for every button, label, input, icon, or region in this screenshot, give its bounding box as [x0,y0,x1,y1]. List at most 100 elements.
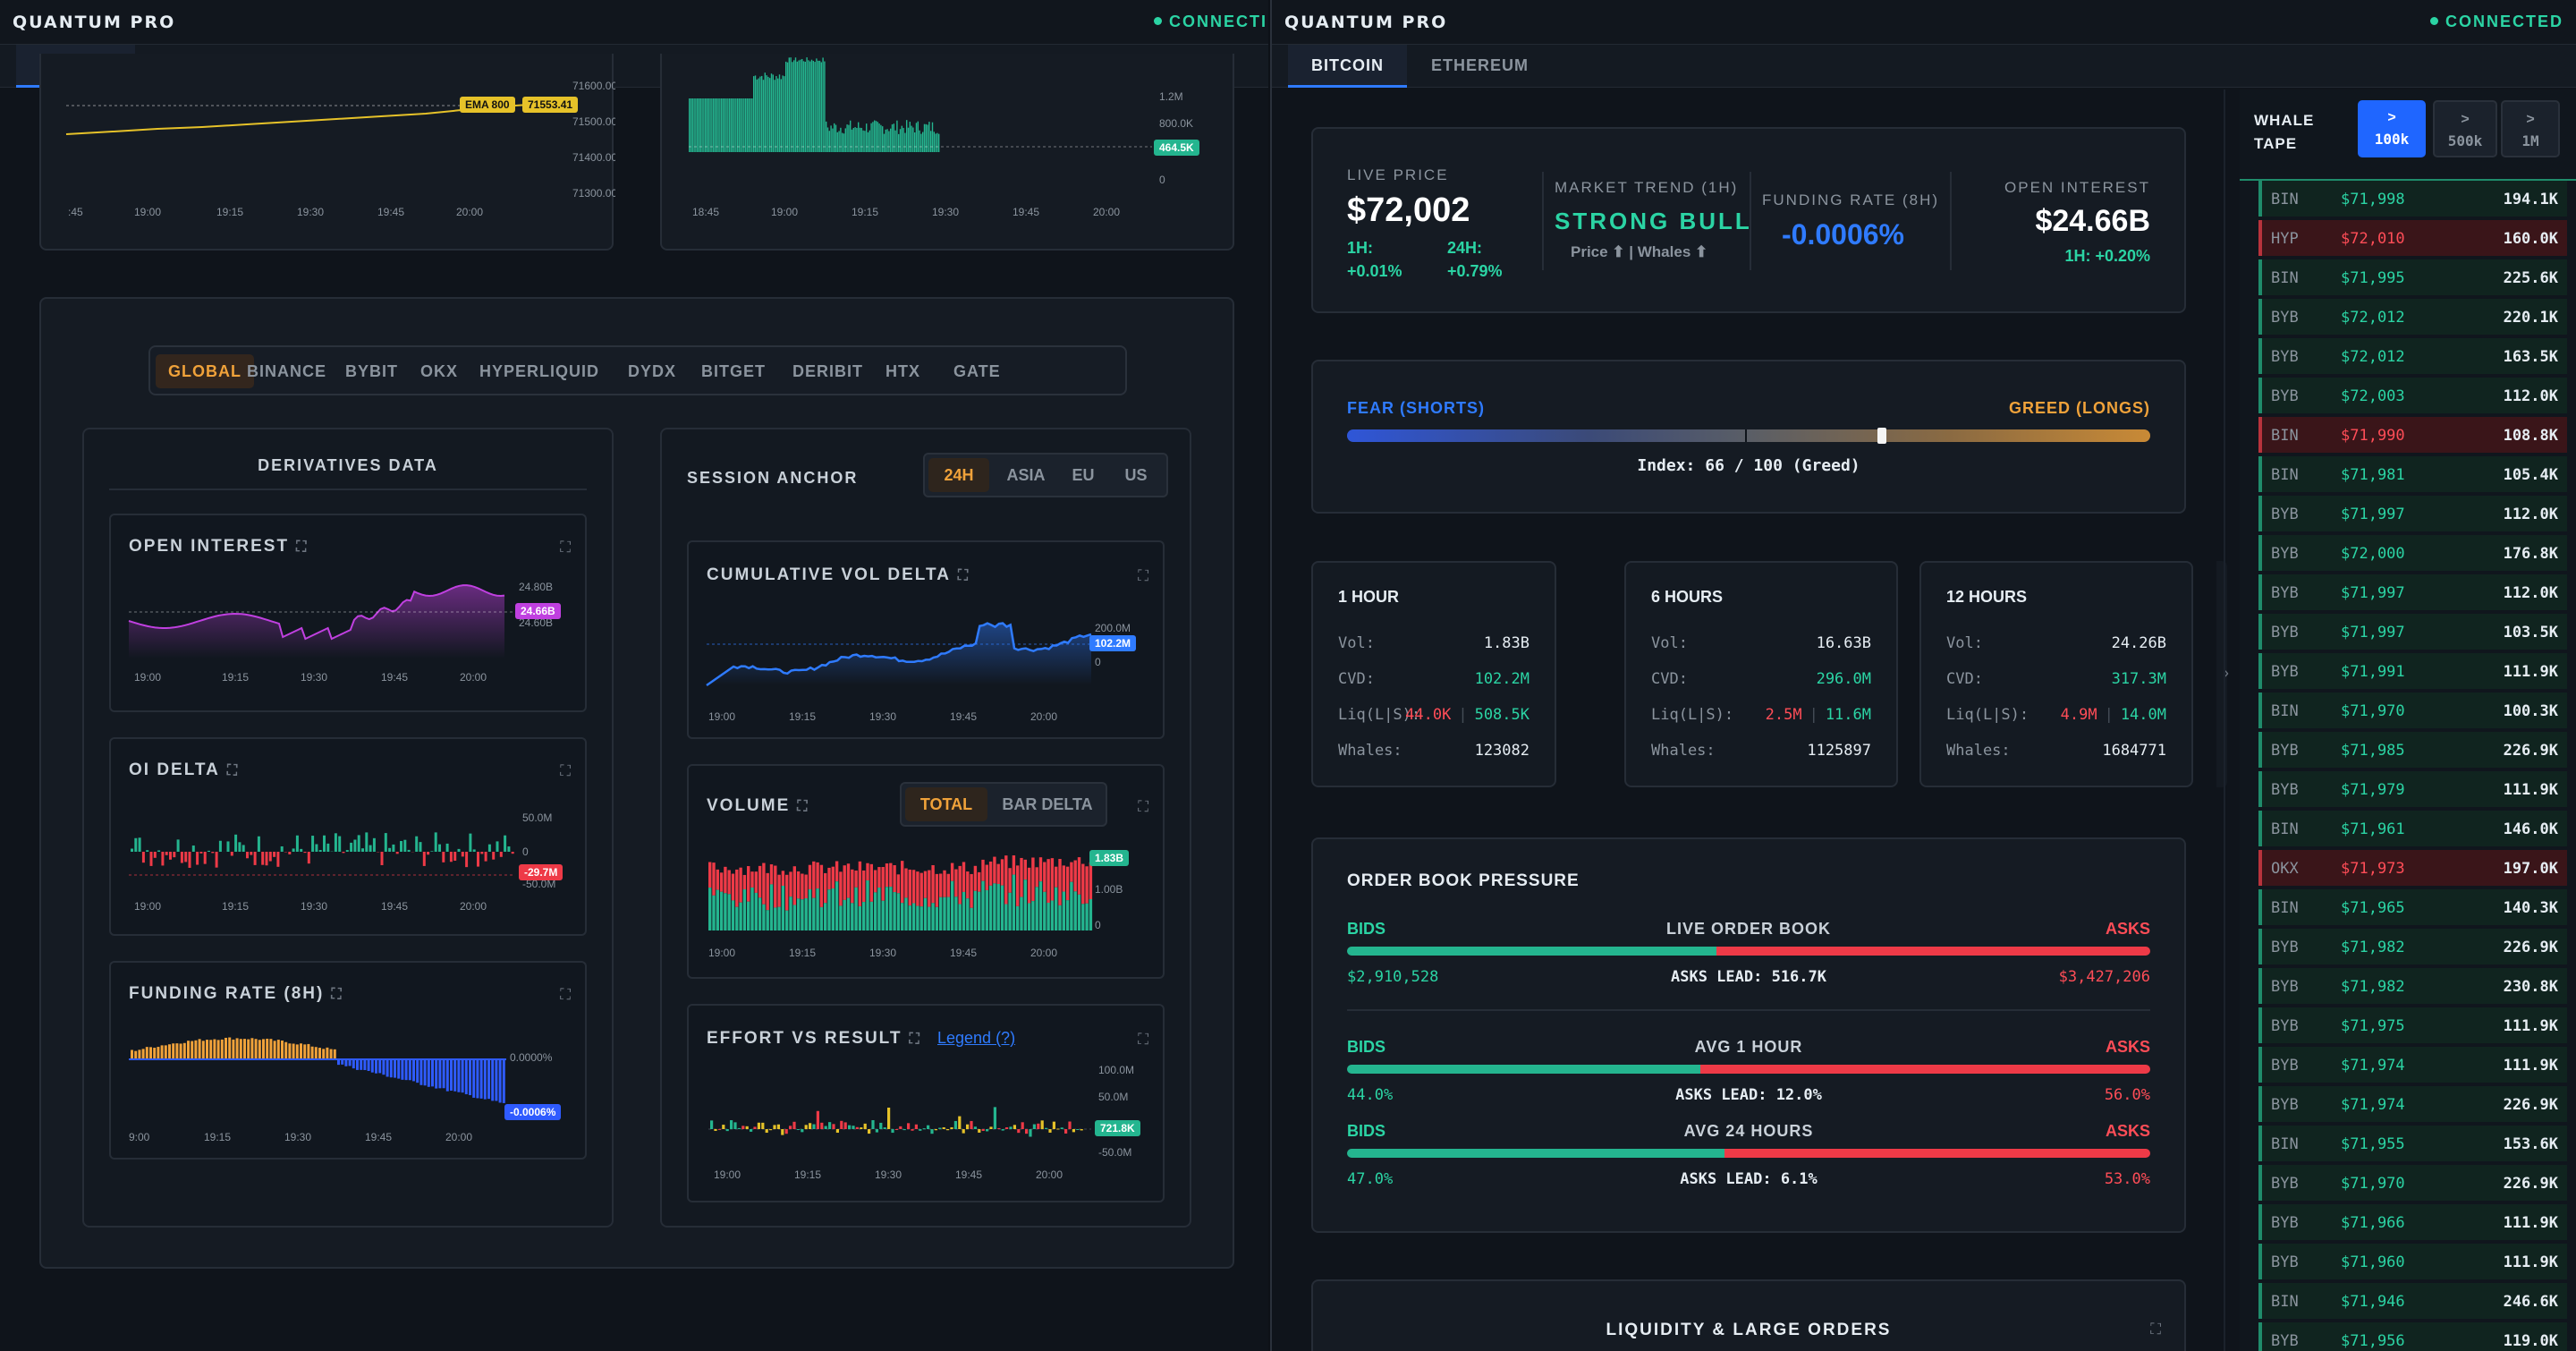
whale-trade-row[interactable]: BIN $71,998 194.1K [2258,181,2567,217]
trade-price: $71,997 [2341,584,2405,602]
fullscreen-icon[interactable]: ⛶ [1138,798,1148,815]
exchange-option-deribit[interactable]: DERIBIT [792,362,863,380]
collapse-chevron-icon[interactable]: › [2224,664,2229,682]
whale-filter-1M[interactable]: >1M [2501,100,2560,157]
whale-trade-row[interactable]: BIN $71,981 105.4K [2258,456,2567,492]
volume-sell-bar [808,864,812,890]
whale-trade-row[interactable]: BYB $71,985 226.9K [2258,732,2567,768]
volume-buy-bar [742,888,747,930]
session-us[interactable]: US [1124,466,1148,484]
expand-icon[interactable]: ⛶ [797,799,809,814]
fullscreen-icon[interactable]: ⛶ [2150,1321,2161,1338]
whale-trade-row[interactable]: BYB $71,966 111.9K [2258,1204,2567,1240]
oi-delta-chart-card: OI DELTA ⛶ ⛶ 50.0M 0 -50.0M -29.7M 19:00 … [109,737,587,936]
whale-trade-row[interactable]: BYB $72,000 176.8K [2258,535,2567,571]
exchange-option-binance[interactable]: BINANCE [247,362,327,380]
funding-rate-chart[interactable]: 0.0000% [111,963,589,1161]
whale-trade-row[interactable]: BYB $72,003 112.0K [2258,378,2567,413]
tab-bitcoin[interactable]: BITCOIN [1288,45,1407,88]
exchange-option-hyperliquid[interactable]: HYPERLIQUID [479,362,600,380]
exchange-option-global[interactable]: GLOBAL [156,354,254,388]
svg-text:0: 0 [1095,919,1101,931]
whale-trade-row[interactable]: BYB $71,991 111.9K [2258,653,2567,689]
volume-bar [828,131,830,152]
whale-trade-row[interactable]: BIN $71,995 225.6K [2258,259,2567,295]
exchange-code: BYB [2271,387,2299,405]
legend-link[interactable]: Legend (?) [937,1029,1016,1047]
whale-trade-row[interactable]: BYB $72,012 220.1K [2258,299,2567,335]
fullscreen-icon[interactable]: ⛶ [1138,567,1148,584]
evr-bar [919,1129,922,1131]
volume-buy-bar [943,896,946,930]
whale-trade-row[interactable]: HYP $72,010 160.0K [2258,220,2567,256]
expand-icon[interactable]: ⛶ [909,1032,921,1047]
funding-bar [341,1059,344,1065]
expand-icon[interactable]: ⛶ [296,540,309,555]
effort-vs-result-chart[interactable]: 100.0M 50.0M -50.0M [689,1006,1166,1204]
whale-trade-row[interactable]: BYB $71,956 119.0K [2258,1322,2567,1351]
volume-bar [816,58,818,152]
session-eu[interactable]: EU [1072,466,1095,484]
exchange-option-dydx[interactable]: DYDX [628,362,677,380]
whale-trade-row[interactable]: BIN $71,965 140.3K [2258,889,2567,925]
whale-filter-500k[interactable]: >500k [2433,100,2497,157]
mode-total[interactable]: TOTAL [905,787,987,821]
whale-trade-row[interactable]: BYB $71,970 226.9K [2258,1165,2567,1201]
volume-chart[interactable]: 1.00B 0 [689,766,1166,981]
svg-text:200.0M: 200.0M [1095,622,1131,634]
exchange-option-bybit[interactable]: BYBIT [345,362,398,380]
exchange-option-bitget[interactable]: BITGET [701,362,766,380]
fullscreen-icon[interactable]: ⛶ [560,762,571,779]
volume-badge: 1.83B [1089,850,1130,866]
oi-delta-bar [472,849,476,852]
whale-trade-row[interactable]: BYB $72,012 163.5K [2258,338,2567,374]
whale-trade-row[interactable]: BYB $71,982 226.9K [2258,929,2567,964]
trade-price: $72,012 [2341,348,2405,366]
whale-trade-row[interactable]: BYB $71,997 103.5K [2258,614,2567,650]
whale-trade-row[interactable]: BYB $71,982 230.8K [2258,968,2567,1004]
funding-bar [370,1059,374,1073]
whale-trade-row[interactable]: BYB $71,997 112.0K [2258,574,2567,610]
oi-delta-bar [303,852,307,854]
expand-icon[interactable]: ⛶ [331,987,343,1002]
whale-trade-row[interactable]: BYB $71,997 112.0K [2258,496,2567,531]
cvd-chart[interactable]: 200.0M 0 [689,542,1166,741]
exchange-option-htx[interactable]: HTX [886,362,920,380]
whale-trade-row[interactable]: BYB $71,974 111.9K [2258,1047,2567,1083]
whale-trade-row[interactable]: BYB $71,979 111.9K [2258,771,2567,807]
whale-trade-row[interactable]: OKX $71,973 197.0K [2258,850,2567,886]
evr-bar [765,1129,768,1134]
exchange-option-okx[interactable]: OKX [420,362,459,380]
whale-trade-row[interactable]: BYB $71,960 111.9K [2258,1244,2567,1279]
open-interest-chart[interactable]: 24.80B 24.60B [111,515,589,714]
funding-bar [438,1059,442,1089]
session-asia[interactable]: ASIA [1006,466,1046,484]
trade-size: 111.9K [2503,781,2558,799]
expand-icon[interactable]: ⛶ [957,568,970,583]
evr-bar [773,1125,776,1129]
mode-bar-delta[interactable]: BAR DELTA [1002,795,1093,813]
whale-trade-row[interactable]: BYB $71,974 226.9K [2258,1086,2567,1122]
tab-ethereum[interactable]: ETHEREUM [1431,56,1530,74]
volume-top-chart[interactable]: 1.2M 800.0K 0 [662,54,1236,251]
price-chart[interactable]: 71600.00 71500.00 71400.00 71300.00 [41,54,617,251]
whale-trade-row[interactable]: BYB $71,975 111.9K [2258,1007,2567,1043]
oi-delta-chart[interactable]: 50.0M 0 -50.0M [111,739,589,938]
oi-delta-bar [157,850,161,852]
expand-icon[interactable]: ⛶ [226,763,240,778]
session-24h[interactable]: 24H [928,458,989,492]
whale-trade-row[interactable]: BIN $71,990 108.8K [2258,417,2567,453]
volume-bar [697,98,699,152]
whale-trade-row[interactable]: BIN $71,961 146.0K [2258,811,2567,846]
volume-buy-bar [896,893,901,930]
fullscreen-icon[interactable]: ⛶ [560,539,571,556]
whale-trade-row[interactable]: BIN $71,970 100.3K [2258,692,2567,728]
whale-trade-row[interactable]: BIN $71,946 246.6K [2258,1283,2567,1319]
fullscreen-icon[interactable]: ⛶ [1138,1031,1148,1048]
whale-trade-row[interactable]: BIN $71,955 153.6K [2258,1126,2567,1161]
exchange-option-gate[interactable]: GATE [953,362,1001,380]
whale-filter-100k[interactable]: >100k [2358,100,2426,157]
oi-delta-bar [203,852,207,864]
fullscreen-icon[interactable]: ⛶ [560,986,571,1003]
volume-bar [912,127,914,152]
